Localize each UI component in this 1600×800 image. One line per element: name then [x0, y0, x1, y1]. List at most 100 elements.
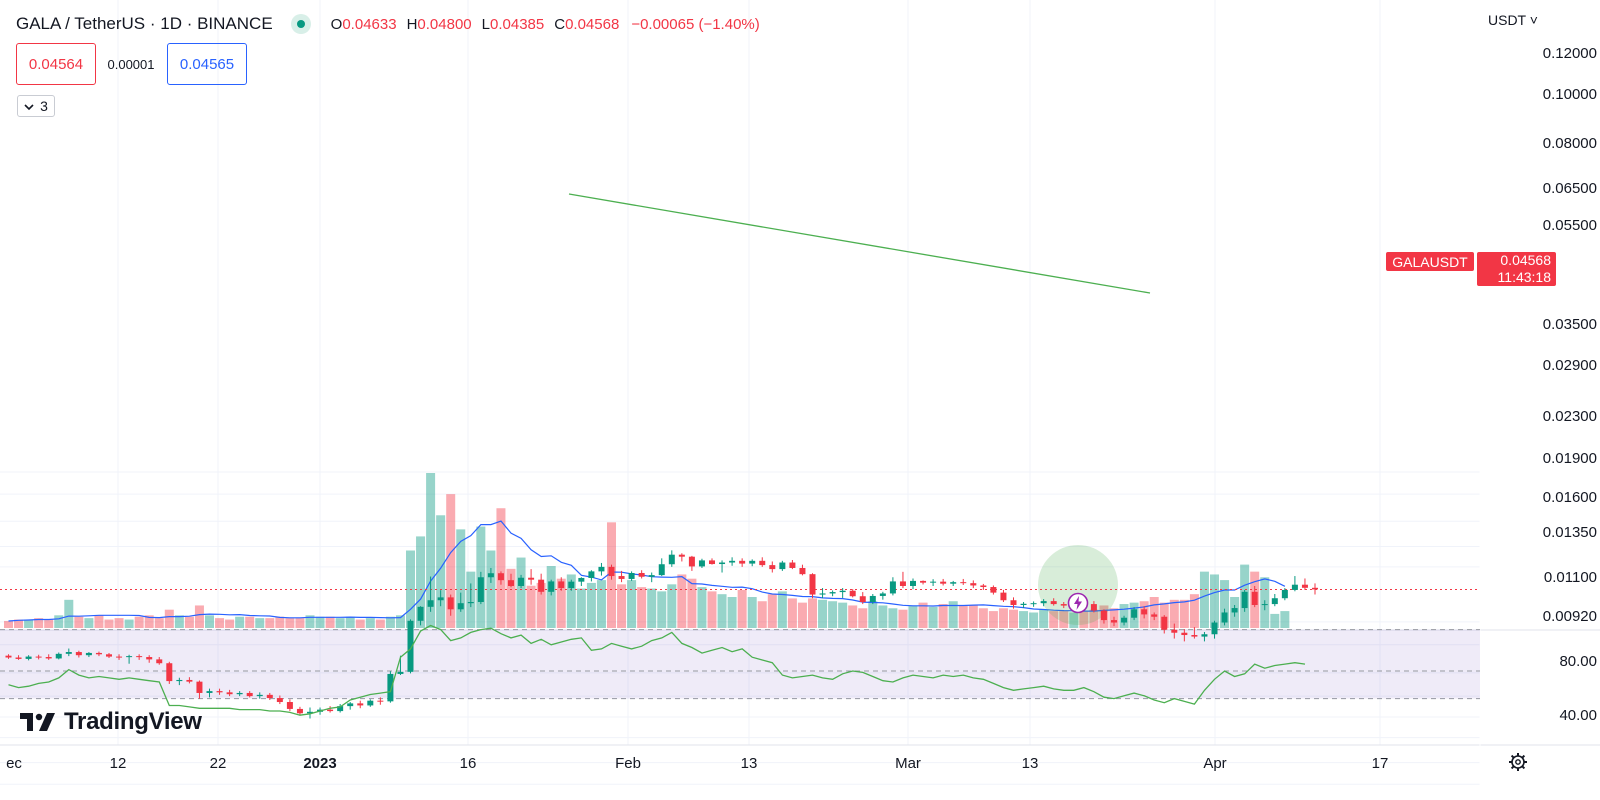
- candle-body: [698, 560, 705, 567]
- candle-body: [357, 703, 364, 706]
- candle-body: [65, 652, 72, 654]
- volume-bar: [627, 580, 637, 628]
- volume-bar: [868, 601, 878, 628]
- candle-body: [35, 656, 42, 658]
- volume-bar: [888, 608, 898, 628]
- buy-button[interactable]: 0.04565: [167, 43, 247, 85]
- volume-bar: [1210, 574, 1219, 628]
- candle-body: [1111, 620, 1117, 623]
- volume-bar: [265, 618, 275, 628]
- tradingview-logo[interactable]: TradingView: [20, 708, 202, 736]
- volume-bar: [787, 598, 797, 628]
- symbol-title[interactable]: GALA / TetherUS · 1D · BINANCE: [16, 14, 273, 33]
- candle-body: [789, 562, 796, 568]
- open-value: O0.04633: [330, 15, 397, 33]
- time-axis-label: 2023: [303, 755, 337, 772]
- spread-value: 0.00001: [107, 56, 155, 72]
- volume-bar: [506, 568, 516, 628]
- volume-bar: [536, 582, 546, 628]
- candle-body: [1040, 601, 1047, 604]
- volume-bar: [968, 605, 978, 628]
- volume-bar: [496, 508, 506, 628]
- candle-body: [518, 577, 525, 586]
- candle-body: [869, 595, 876, 602]
- time-axis-label: Feb: [615, 755, 641, 772]
- candle-body: [25, 656, 32, 659]
- volume-bar: [546, 566, 556, 628]
- lightning-icon[interactable]: [1067, 592, 1089, 614]
- currency-selector[interactable]: USDT ˅: [1488, 12, 1538, 28]
- candle-body: [166, 663, 173, 682]
- volume-bar: [1049, 611, 1059, 628]
- volume-bar: [1089, 609, 1099, 628]
- volume-bar: [456, 529, 466, 628]
- symbol-price-label: GALAUSDT: [1386, 252, 1474, 271]
- volume-bar: [767, 594, 777, 628]
- candle-body: [538, 579, 545, 592]
- sell-button[interactable]: 0.04564: [16, 43, 96, 85]
- candle-body: [528, 577, 535, 580]
- candle-body: [1121, 617, 1128, 623]
- volume-bar: [928, 606, 938, 628]
- last-price-label: 0.04568 11:43:18: [1477, 252, 1556, 286]
- volume-bar: [285, 618, 295, 628]
- volume-bar: [898, 609, 908, 628]
- candle-body: [256, 694, 263, 697]
- volume-bar: [275, 616, 285, 628]
- volume-bar: [375, 619, 385, 628]
- volume-bar: [818, 599, 828, 628]
- candle-body: [608, 566, 615, 577]
- candle-body: [548, 581, 555, 592]
- volume-bar: [1079, 611, 1089, 628]
- volume-bar: [94, 615, 104, 628]
- candle-body: [377, 700, 384, 702]
- volume-bar: [657, 591, 667, 628]
- candle-body: [1030, 603, 1037, 605]
- volume-bar: [918, 602, 928, 628]
- volume-bar: [1199, 571, 1209, 628]
- candle-body: [1090, 604, 1097, 611]
- volume-bar: [878, 605, 888, 628]
- candle-body: [437, 597, 444, 601]
- time-axis-label: Mar: [895, 755, 921, 772]
- candle-body: [1312, 587, 1318, 590]
- volume-bar: [717, 594, 727, 628]
- volume-bar: [908, 605, 918, 628]
- volume-bar: [948, 601, 958, 628]
- candle-body: [417, 606, 424, 621]
- volume-bar: [566, 574, 576, 628]
- highlight-circle: [1038, 545, 1118, 625]
- candle-body: [899, 581, 906, 586]
- last-price: 0.04568: [1500, 252, 1551, 268]
- candle-body: [1251, 591, 1258, 605]
- indicators-collapse-button[interactable]: 3: [17, 95, 55, 117]
- chevron-down-icon: [24, 98, 34, 114]
- candle-body: [246, 692, 253, 697]
- close-value: C0.04568: [554, 15, 620, 33]
- volume-bar: [385, 616, 395, 628]
- candle-body: [347, 703, 354, 707]
- candle-body: [1241, 591, 1248, 609]
- volume-bar: [1179, 599, 1189, 628]
- volume-bar: [1059, 611, 1069, 628]
- candle-body: [729, 560, 736, 563]
- candle-body: [849, 590, 856, 597]
- volume-bar: [737, 589, 747, 628]
- candle-body: [1141, 609, 1148, 615]
- rsi-axis-label: 40.00: [1559, 707, 1597, 724]
- settings-gear-icon[interactable]: [1508, 752, 1528, 772]
- price-axis-label: 0.01900: [1542, 450, 1597, 467]
- candle-body: [688, 556, 695, 567]
- rsi-axis-label: 80.00: [1559, 653, 1597, 670]
- volume-bar: [1029, 612, 1039, 628]
- price-axis-label: 0.08000: [1542, 135, 1597, 152]
- volume-bar: [245, 616, 255, 628]
- volume-bar: [998, 608, 1008, 628]
- candle-body: [176, 679, 183, 682]
- volume-bar: [697, 587, 707, 628]
- change-value: −0.00065 (−1.40%): [631, 15, 760, 33]
- volume-bar: [64, 599, 74, 628]
- candle-body: [1221, 612, 1228, 623]
- candle-body: [889, 581, 896, 594]
